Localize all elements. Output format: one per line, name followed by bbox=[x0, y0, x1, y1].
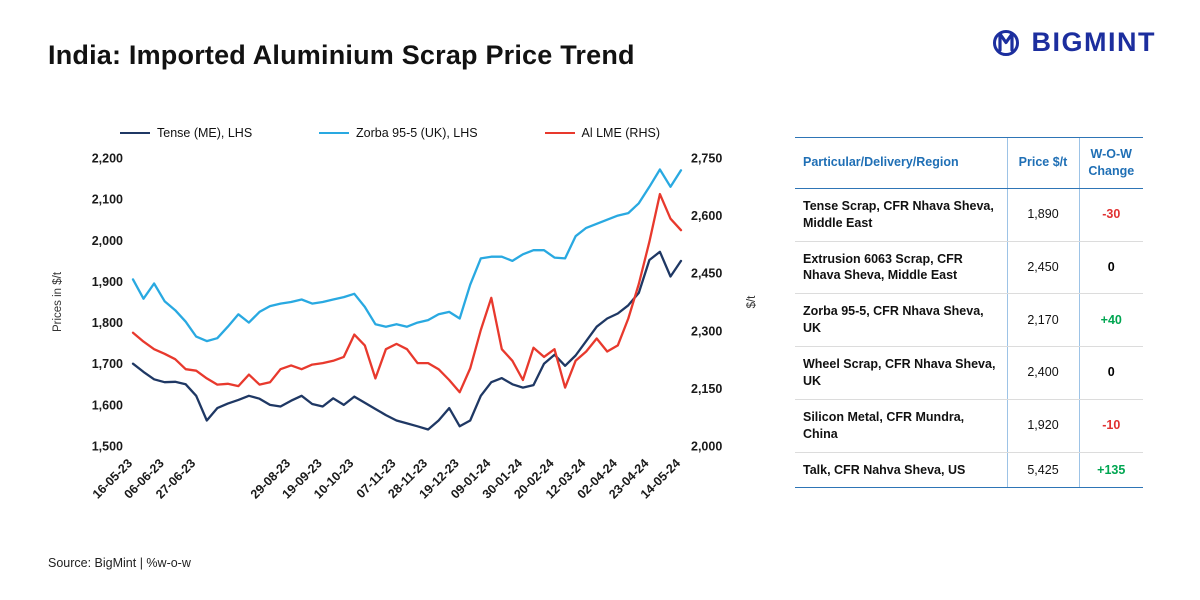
brand-logo-icon bbox=[992, 30, 1019, 56]
y-axis-right-tick: 2,000 bbox=[691, 440, 722, 454]
left-axis-title: Prices in $/t bbox=[52, 271, 64, 332]
table-row: Silicon Metal, CFR Mundra, China 1,920 -10 bbox=[795, 399, 1143, 453]
price-cell: 1,920 bbox=[1006, 399, 1079, 453]
legend-item: Zorba 95-5 (UK), LHS bbox=[319, 126, 478, 140]
table-row: Wheel Scrap, CFR Nhava Sheva, UK 2,400 0 bbox=[795, 346, 1143, 400]
series-line-left bbox=[131, 250, 683, 431]
price-table-el: Particular/Delivery/Region Price $/t W-O-W… bbox=[795, 137, 1143, 489]
wow-change-cell: -10 bbox=[1078, 399, 1143, 453]
table-row: Zorba 95-5, CFR Nhava Sheva, UK 2,170 +40 bbox=[795, 293, 1143, 347]
price-cell: 5,425 bbox=[1006, 452, 1079, 489]
particular-cell: Silicon Metal, CFR Mundra, China bbox=[795, 399, 1007, 453]
y-axis-left-tick: 1,500 bbox=[92, 440, 123, 454]
legend-line-swatch bbox=[544, 132, 575, 134]
wow-change-cell: -30 bbox=[1078, 188, 1143, 242]
price-cell: 2,400 bbox=[1006, 346, 1079, 400]
particular-cell: Talk, CFR Nahva Sheva, US bbox=[795, 452, 1007, 489]
table-row: Talk, CFR Nahva Sheva, US 5,425 +135 bbox=[795, 452, 1143, 489]
price-cell: 1,890 bbox=[1006, 188, 1079, 242]
y-axis-left-tick: 1,900 bbox=[92, 275, 123, 289]
wow-change-cell: 0 bbox=[1078, 346, 1143, 400]
price-table-body: Tense Scrap, CFR Nhava Sheva, Middle Eas… bbox=[795, 188, 1143, 489]
y-axis-left-tick: 1,800 bbox=[92, 316, 123, 330]
y-axis-left-tick: 1,600 bbox=[92, 398, 123, 412]
wow-change-cell: +40 bbox=[1078, 293, 1143, 347]
legend-item: Tense (ME), LHS bbox=[120, 126, 252, 140]
brand-name: BIGMINT bbox=[1031, 26, 1156, 57]
wow-change-cell: 0 bbox=[1078, 241, 1143, 295]
wow-change-cell: +135 bbox=[1078, 452, 1143, 489]
table-row: Extrusion 6063 Scrap, CFR Nhava Sheva, M… bbox=[795, 241, 1143, 295]
legend-line-swatch bbox=[120, 132, 150, 134]
particular-cell: Extrusion 6063 Scrap, CFR Nhava Sheva, M… bbox=[795, 241, 1007, 295]
y-axis-right-tick: 2,300 bbox=[691, 324, 722, 338]
right-axis-title: $/t bbox=[746, 295, 758, 309]
particular-cell: Zorba 95-5, CFR Nhava Sheva, UK bbox=[795, 293, 1007, 347]
series-line-left bbox=[131, 168, 683, 343]
y-axis-right-tick: 2,750 bbox=[691, 152, 722, 166]
y-axis-left-tick: 2,000 bbox=[92, 234, 123, 248]
chart-svg: 1,500 1,600 1,700 1,800 1,900 2,000 2,100 2,200… bbox=[52, 152, 758, 502]
y-axis-left-tick: 1,700 bbox=[92, 357, 123, 371]
y-axis-right-tick: 2,600 bbox=[691, 209, 722, 223]
particular-cell: Wheel Scrap, CFR Nhava Sheva, UK bbox=[795, 346, 1007, 400]
y-axis-left-tick: 2,200 bbox=[92, 152, 123, 166]
series-line-right bbox=[131, 192, 683, 394]
column-header: W-O-W Change bbox=[1078, 137, 1143, 189]
chart-legend: Tense (ME), LHS Zorba 95-5 (UK), LHS Al LM… bbox=[120, 126, 660, 140]
legend-label: Tense (ME), LHS bbox=[157, 126, 253, 140]
price-table-header: Particular/Delivery/Region Price $/t W-O-W… bbox=[795, 137, 1143, 189]
legend-label: Zorba 95-5 (UK), LHS bbox=[356, 126, 478, 140]
legend-label: Al LME (RHS) bbox=[581, 126, 660, 140]
price-cell: 2,170 bbox=[1006, 293, 1079, 347]
y-axis-right-tick: 2,450 bbox=[691, 267, 722, 281]
column-header: Particular/Delivery/Region bbox=[795, 137, 1007, 189]
header-row: Particular/Delivery/Region Price $/t W-O-W… bbox=[795, 137, 1143, 189]
price-trend-chart: Tense (ME), LHS Zorba 95-5 (UK), LHS Al LM… bbox=[45, 126, 765, 547]
y-axis-left-tick: 2,100 bbox=[92, 193, 123, 207]
source-note: Source: BigMint | %w-o-w bbox=[48, 556, 191, 570]
legend-item: Al LME (RHS) bbox=[544, 126, 660, 140]
price-table: Particular/Delivery/Region Price $/t W-O-W… bbox=[795, 137, 1143, 489]
price-cell: 2,450 bbox=[1006, 241, 1079, 295]
table-row: Tense Scrap, CFR Nhava Sheva, Middle Eas… bbox=[795, 188, 1143, 242]
brand-logo: BIGMINT bbox=[988, 24, 1157, 60]
legend-line-swatch bbox=[319, 132, 350, 134]
particular-cell: Tense Scrap, CFR Nhava Sheva, Middle Eas… bbox=[795, 188, 1007, 242]
column-header: Price $/t bbox=[1006, 137, 1079, 189]
y-axis-right-tick: 2,150 bbox=[691, 382, 722, 396]
page-title: India: Imported Aluminium Scrap Price Tr… bbox=[48, 40, 635, 70]
